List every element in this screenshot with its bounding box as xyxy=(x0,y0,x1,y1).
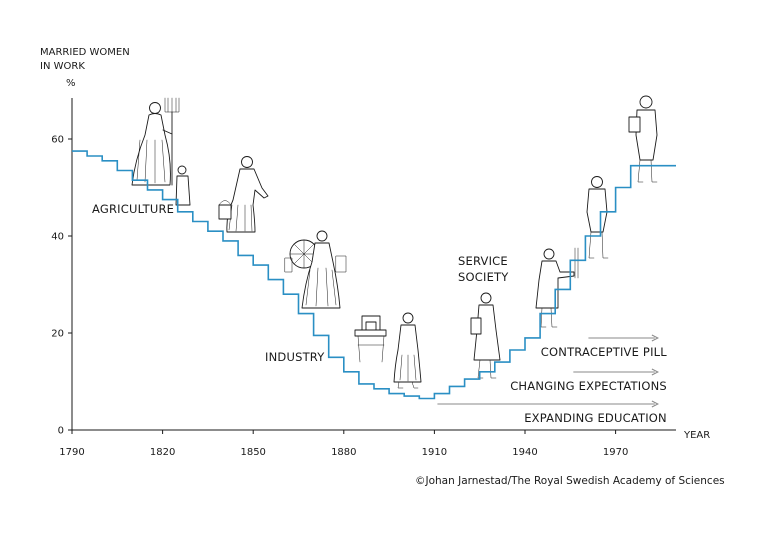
y-axis-title-line1: MARRIED WOMEN xyxy=(40,47,130,58)
x-tick-label: 1850 xyxy=(240,447,265,458)
factor-arrow-head xyxy=(651,400,659,408)
shop-clerk-woman-illustration xyxy=(535,247,579,328)
factor-arrows: CONTRACEPTIVE PILL CHANGING EXPECTATIONS E… xyxy=(437,334,667,425)
x-axis-title: YEAR xyxy=(683,430,710,441)
y-tick-label: 0 xyxy=(58,426,64,437)
x-tick-label: 1910 xyxy=(422,447,447,458)
annotation-agriculture: AGRICULTURE xyxy=(92,202,174,216)
professional-woman-with-folder-illustration xyxy=(628,95,658,183)
factor-arrow-label: EXPANDING EDUCATION xyxy=(524,411,667,425)
spinning-wheel-woman-illustration xyxy=(284,230,347,309)
married-women-in-work-step-line xyxy=(72,150,676,400)
woman-with-bucket-illustration xyxy=(218,156,269,233)
farm-woman-with-pitchfork-illustration xyxy=(131,97,191,206)
image-credit: ©Johan Jarnestad/The Royal Swedish Acade… xyxy=(415,475,725,487)
axes xyxy=(71,98,676,431)
y-ticks: 0 20 40 60 xyxy=(51,135,72,437)
y-tick-label: 40 xyxy=(51,232,64,243)
annotation-society: SOCIETY xyxy=(458,270,509,284)
x-ticks: 1790 1820 1850 1880 1910 1940 1970 xyxy=(59,430,628,458)
factor-arrow-label: CHANGING EXPECTATIONS xyxy=(510,379,667,393)
annotation-industry: INDUSTRY xyxy=(265,350,325,364)
businesswoman-illustration xyxy=(586,176,609,259)
x-tick-label: 1820 xyxy=(150,447,175,458)
y-tick-label: 60 xyxy=(51,135,64,146)
x-tick-label: 1790 xyxy=(59,447,84,458)
office-woman-illustration xyxy=(470,292,501,379)
factor-arrow-label: CONTRACEPTIVE PILL xyxy=(541,345,667,359)
y-axis-title-line2: IN WORK xyxy=(40,61,85,72)
annotation-service: SERVICE xyxy=(458,254,508,268)
x-tick-label: 1880 xyxy=(331,447,356,458)
factor-arrow-head xyxy=(651,368,659,376)
x-tick-label: 1970 xyxy=(603,447,628,458)
y-axis-unit: % xyxy=(66,78,76,89)
x-tick-label: 1940 xyxy=(512,447,537,458)
sewing-machine-woman-illustration xyxy=(354,312,422,389)
y-tick-label: 20 xyxy=(51,329,64,340)
factor-arrow-head xyxy=(651,334,659,342)
